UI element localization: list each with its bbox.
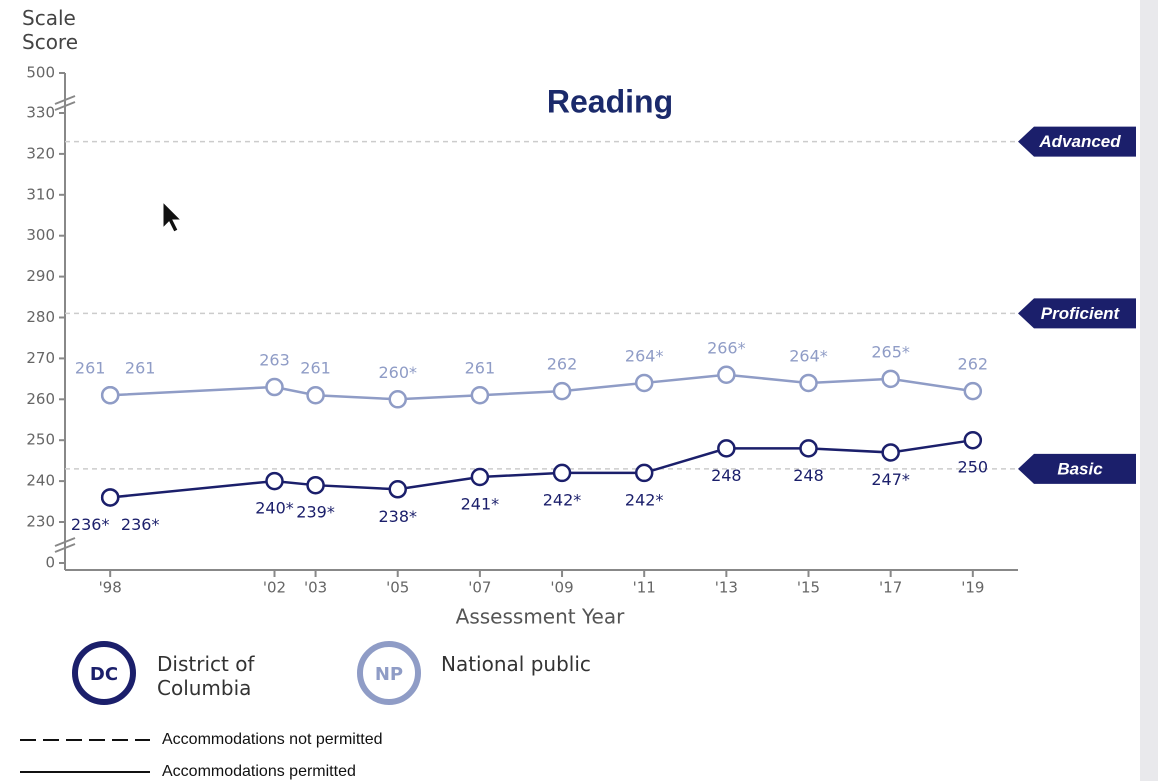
x-tick-label: '05 <box>386 579 409 597</box>
data-point <box>306 475 325 495</box>
data-point <box>799 373 818 393</box>
y-axis-label: Scale Score <box>22 6 79 54</box>
value-label: 265* <box>871 342 910 361</box>
data-point <box>552 463 572 483</box>
legend-abbr: DC <box>90 664 118 685</box>
level-banner <box>1018 298 1136 329</box>
level-banner <box>1018 126 1136 157</box>
legend-text: Accommodations not permitted <box>162 731 383 748</box>
value-label: 260* <box>378 363 417 382</box>
x-tick-label: '03 <box>304 579 327 597</box>
data-point <box>470 467 490 487</box>
value-label: 240* <box>255 499 294 518</box>
legend-badge <box>357 641 421 705</box>
legend-abbr: NP <box>375 664 403 685</box>
data-point <box>963 430 983 450</box>
level-label: Advanced <box>1038 132 1121 151</box>
level-label: Basic <box>1057 459 1103 478</box>
data-point <box>634 373 654 393</box>
x-tick-label: '02 <box>263 579 286 597</box>
x-tick-label: '07 <box>468 579 491 597</box>
chart-title: Reading <box>547 83 673 119</box>
legend-badge <box>72 641 136 705</box>
axis-break <box>54 95 76 553</box>
y-tick-label: 280 <box>26 308 55 326</box>
series-line <box>110 373 973 401</box>
data-point <box>881 443 900 462</box>
legend-text: Accommodations permitted <box>162 763 356 780</box>
value-label: 261 <box>465 359 496 378</box>
x-axis-label: Assessment Year <box>456 605 625 629</box>
data-point <box>634 463 654 483</box>
value-label: 261 <box>75 359 106 378</box>
data-point <box>265 471 284 491</box>
y-tick-label: 250 <box>26 431 55 449</box>
level-banner <box>1018 453 1136 484</box>
data-point <box>388 390 407 409</box>
value-label: 261 <box>300 359 331 378</box>
x-tick-label: '17 <box>879 579 902 597</box>
value-label: 264* <box>625 346 664 365</box>
data-point <box>470 385 490 405</box>
value-label: 262 <box>958 355 989 374</box>
value-label: 241* <box>461 495 500 514</box>
data-point <box>963 381 983 401</box>
x-tick-label: '19 <box>961 579 984 597</box>
y-tick-label: 330 <box>26 104 55 122</box>
legend-label: District of Columbia <box>157 652 255 700</box>
value-label: 248 <box>793 466 824 485</box>
data-point <box>100 385 120 405</box>
data-point <box>717 439 736 458</box>
y-tick-label: 0 <box>45 554 55 572</box>
value-label: 238* <box>378 507 417 526</box>
value-label: 239* <box>296 503 335 522</box>
x-tick-label: '11 <box>633 579 656 597</box>
level-label: Proficient <box>1041 304 1121 323</box>
y-tick-label: 500 <box>26 64 55 82</box>
x-tick-label: '98 <box>99 579 122 597</box>
data-point <box>717 365 736 385</box>
data-point <box>552 381 572 401</box>
value-label: 263 <box>259 351 290 370</box>
y-tick-label: 260 <box>26 390 55 408</box>
x-tick-label: '09 <box>550 579 573 597</box>
data-point <box>799 439 818 458</box>
data-point <box>100 488 120 507</box>
x-tick-label: '13 <box>715 579 738 597</box>
data-point <box>881 369 900 389</box>
value-label: 262 <box>547 355 578 374</box>
value-label: 266* <box>707 338 746 357</box>
value-label: 250 <box>958 458 989 477</box>
y-tick-label: 230 <box>26 513 55 531</box>
y-tick-label: 270 <box>26 349 55 367</box>
value-label: 242* <box>625 490 664 509</box>
side-strip <box>1140 0 1158 781</box>
value-label: 248 <box>711 466 742 485</box>
cursor <box>162 200 183 233</box>
value-label: 261 <box>125 359 156 378</box>
value-label: 264* <box>789 346 828 365</box>
y-tick-label: 320 <box>26 144 55 162</box>
data-point <box>265 377 284 397</box>
data-point <box>306 385 325 405</box>
x-tick-label: '15 <box>797 579 820 597</box>
y-tick-label: 310 <box>26 185 55 203</box>
legend-label: National public <box>441 652 591 676</box>
y-tick-label: 240 <box>26 472 55 490</box>
value-label: 242* <box>543 490 582 509</box>
value-label: 236* <box>71 515 110 534</box>
value-label: 236* <box>121 515 160 534</box>
y-tick-label: 300 <box>26 226 55 244</box>
y-tick-label: 290 <box>26 267 55 285</box>
data-point <box>388 480 407 499</box>
value-label: 247* <box>871 470 910 489</box>
